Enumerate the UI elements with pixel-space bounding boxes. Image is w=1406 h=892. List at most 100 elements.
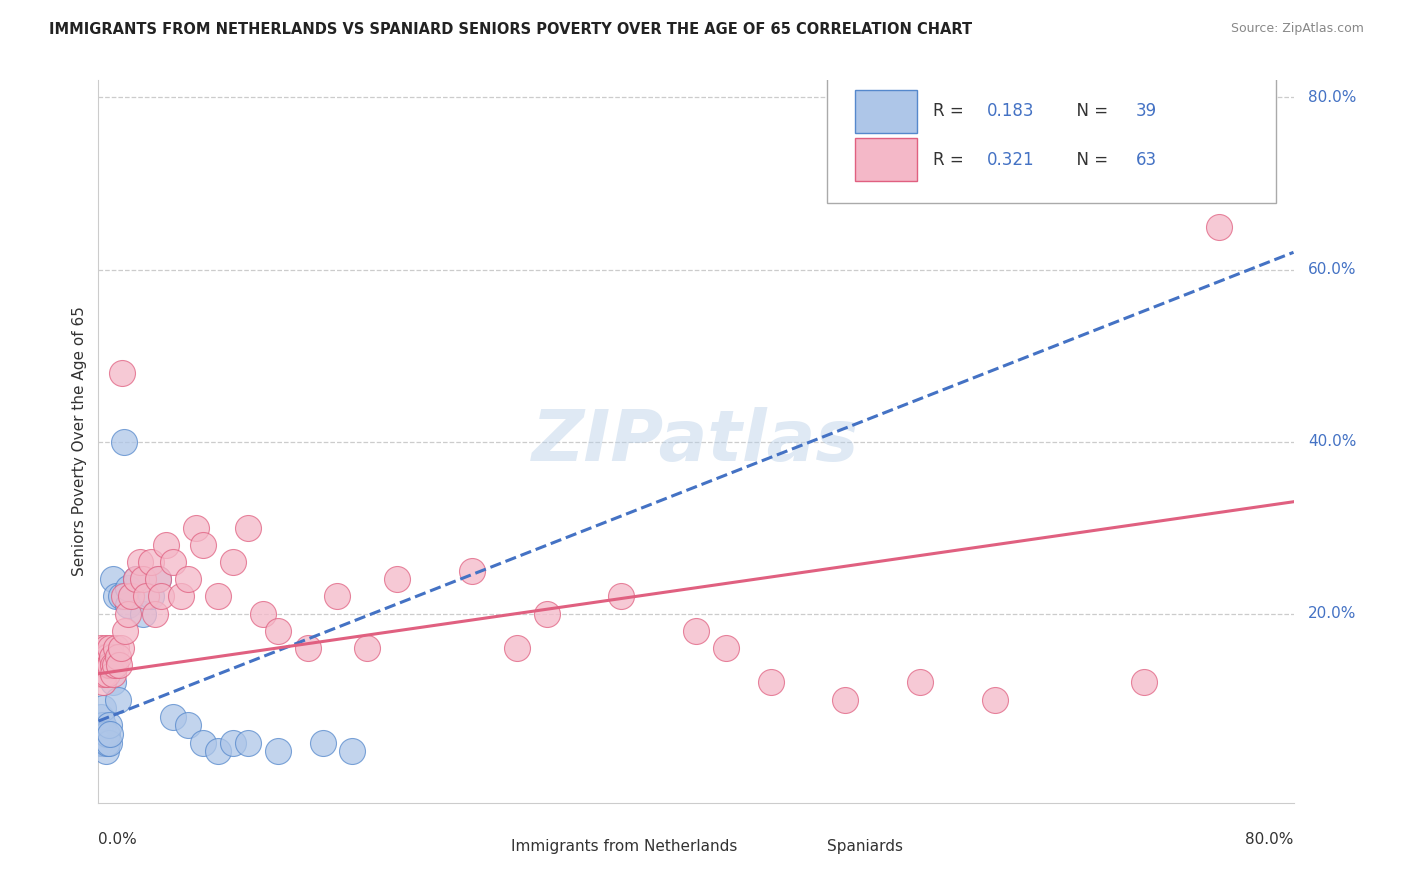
FancyBboxPatch shape (772, 831, 821, 862)
Point (112, 434, 135, 449)
Text: R =: R = (932, 103, 969, 120)
Point (96, 727, 118, 741)
Point (1133, 675, 1156, 690)
Point (105, 590, 128, 604)
Point (93, 649, 115, 664)
Point (117, 581, 139, 595)
Text: 80.0%: 80.0% (1246, 831, 1294, 847)
Point (89, 718, 111, 732)
Point (96, 666, 118, 681)
Point (90, 640, 112, 655)
Point (125, 572, 148, 586)
Point (222, 555, 245, 569)
Point (177, 572, 200, 586)
Text: N =: N = (1067, 103, 1114, 120)
Point (162, 710, 184, 724)
Point (536, 607, 558, 621)
Point (91, 701, 114, 715)
Point (162, 555, 184, 569)
Point (107, 692, 129, 706)
Point (91, 675, 114, 690)
Point (207, 744, 229, 758)
Text: 80.0%: 80.0% (1308, 90, 1357, 105)
Point (155, 538, 177, 552)
Point (94, 735, 117, 749)
Point (125, 572, 148, 586)
Point (89, 666, 111, 681)
Point (385, 572, 409, 586)
Point (90, 710, 112, 724)
Point (139, 590, 162, 604)
Point (91, 658, 114, 673)
Point (461, 564, 484, 578)
Y-axis label: Seniors Poverty Over the Age of 65: Seniors Poverty Over the Age of 65 (72, 307, 87, 576)
Point (117, 598, 139, 612)
Point (103, 666, 125, 681)
Point (93, 735, 115, 749)
Point (685, 624, 707, 638)
Text: 63: 63 (1136, 151, 1157, 169)
Point (93, 666, 115, 681)
FancyBboxPatch shape (855, 90, 917, 133)
Point (96, 649, 118, 664)
Point (150, 590, 173, 604)
Point (98, 640, 122, 655)
Point (342, 744, 364, 758)
Point (94, 727, 117, 741)
Point (326, 590, 349, 604)
Text: 0.321: 0.321 (987, 151, 1033, 169)
Point (117, 607, 139, 621)
Point (984, 692, 1007, 706)
Point (267, 744, 290, 758)
Point (104, 658, 127, 673)
Text: N =: N = (1067, 151, 1114, 169)
Text: 0.0%: 0.0% (98, 831, 138, 847)
Point (834, 692, 856, 706)
Point (222, 735, 245, 749)
Point (98, 658, 122, 673)
Point (506, 640, 529, 655)
Point (191, 735, 214, 749)
Text: R =: R = (932, 151, 969, 169)
Point (112, 590, 135, 604)
Text: 40.0%: 40.0% (1308, 434, 1357, 449)
Point (96, 735, 118, 749)
Point (110, 590, 132, 604)
Point (114, 624, 136, 638)
Point (101, 649, 124, 664)
Point (120, 590, 142, 604)
FancyBboxPatch shape (855, 138, 917, 181)
Point (108, 658, 131, 673)
FancyBboxPatch shape (454, 831, 505, 862)
Point (105, 640, 128, 655)
Text: 60.0%: 60.0% (1308, 262, 1357, 277)
Point (129, 555, 152, 569)
Point (89, 735, 111, 749)
Point (311, 735, 333, 749)
Point (759, 675, 782, 690)
Point (103, 658, 125, 673)
Point (97, 718, 120, 732)
Point (111, 366, 134, 380)
Text: Immigrants from Netherlands: Immigrants from Netherlands (510, 838, 737, 854)
Point (94, 744, 117, 758)
FancyBboxPatch shape (827, 77, 1275, 203)
Point (98, 727, 122, 741)
Text: Source: ZipAtlas.com: Source: ZipAtlas.com (1230, 22, 1364, 36)
Point (139, 555, 162, 569)
Point (1208, 219, 1230, 234)
Point (97, 658, 120, 673)
Point (148, 572, 170, 586)
Point (91, 735, 114, 749)
Point (252, 607, 274, 621)
Point (236, 735, 259, 749)
Text: 20.0%: 20.0% (1308, 606, 1357, 621)
Point (356, 640, 378, 655)
Point (143, 607, 166, 621)
Point (267, 624, 290, 638)
Text: 0.183: 0.183 (987, 103, 1033, 120)
Point (132, 572, 155, 586)
Point (90, 658, 112, 673)
Text: 39: 39 (1136, 103, 1157, 120)
Point (297, 640, 319, 655)
